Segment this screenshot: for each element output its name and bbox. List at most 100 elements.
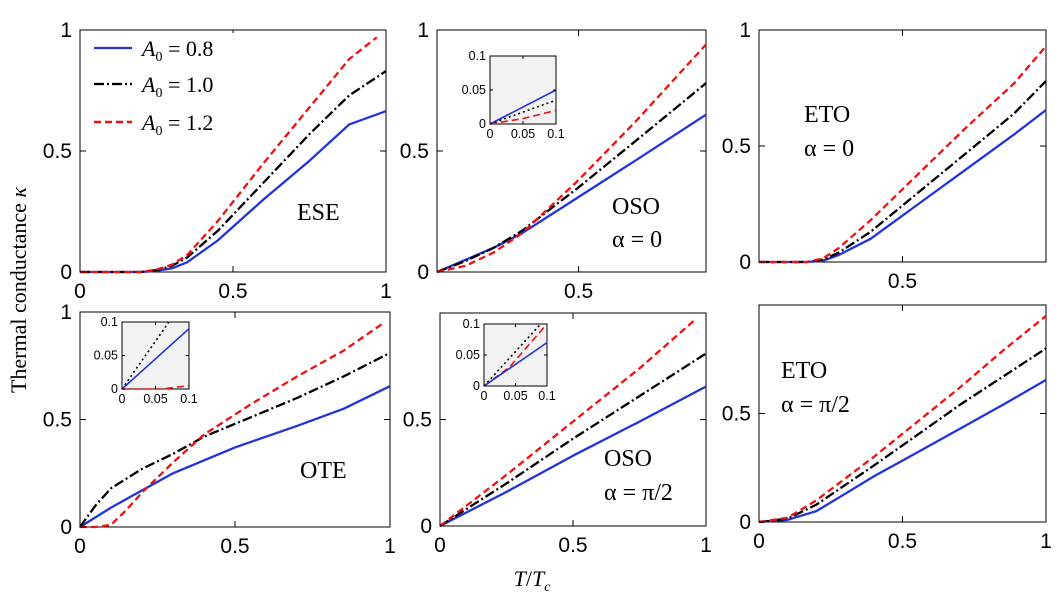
panel-oso-0-curve-black bbox=[436, 82, 707, 274]
panel-oso-pi2-inset-ytick-label: 0.1 bbox=[463, 317, 480, 331]
panel-oso-0-yticks: 00.51 bbox=[400, 19, 706, 284]
panel-oso-pi2-curve-red bbox=[439, 318, 697, 527]
panel-eto-0-ytick-label: 0 bbox=[739, 251, 751, 274]
panel-oso-pi2-inset-frame bbox=[483, 323, 548, 387]
panel-ote-inset-ytick-label: 0.1 bbox=[101, 315, 118, 329]
panel-eto-pi2-ytick-label: 0.5 bbox=[722, 403, 751, 426]
panel-eto-pi2-curves bbox=[758, 315, 1047, 524]
panel-oso-0-inset-frame bbox=[489, 55, 557, 125]
panel-eto-pi2-annotation-1: ETO bbox=[781, 358, 827, 384]
panel-eto-0-xtick-label: 0.5 bbox=[888, 270, 917, 293]
panel-oso-pi2-xtick-label: 0 bbox=[434, 534, 446, 557]
panel-oso-0-inset-ytick-label: 0 bbox=[479, 117, 486, 131]
panel-eto-pi2-xticks: 0 0.5 1 bbox=[753, 305, 1052, 553]
legend-label-3: A0 = 1.2 bbox=[140, 110, 213, 139]
panel-oso-0-ytick-label: 1 bbox=[417, 19, 429, 42]
panel-oso-pi2-annotation-2: α = π/2 bbox=[604, 480, 673, 506]
panel-ese-xtick-label: 1 bbox=[380, 280, 392, 303]
panel-eto-pi2-curve-black bbox=[758, 347, 1047, 524]
panel-ote-inset-curve-black bbox=[121, 321, 170, 390]
panel-oso-pi2-inset-ytick-label: 0.05 bbox=[456, 348, 480, 362]
panel-ese-ytick-label: 0.5 bbox=[43, 140, 72, 163]
panel-oso-pi2-inset-curve-black bbox=[483, 323, 542, 387]
panel-eto-pi2-yticks: 00.5 bbox=[722, 403, 1046, 534]
panel-oso-pi2-inset: 0 0.05 0.1 0 0.05 0.1 bbox=[456, 317, 556, 403]
panel-oso-0-inset-curve-black bbox=[489, 99, 557, 125]
panel-eto-0-yticks: 00.51 bbox=[722, 19, 1046, 274]
panel-oso-0-curves bbox=[436, 43, 707, 274]
panel-eto-pi2: 0 0.5 1 00.5 ETO α = π/2 bbox=[722, 304, 1052, 553]
panel-ote-curve-black bbox=[79, 351, 391, 528]
panel-eto-pi2-xtick-label: 0.5 bbox=[888, 530, 917, 553]
panel-oso-pi2-xtick-label: 1 bbox=[700, 534, 712, 557]
panel-oso-pi2-inset-xtick-label: 0 bbox=[481, 389, 488, 403]
panel-ote-inset-xtick-label: 0.1 bbox=[180, 392, 197, 406]
panel-eto-pi2-curve-blue bbox=[758, 378, 1047, 524]
panel-oso-0-inset-curves bbox=[489, 89, 557, 125]
panel-oso-pi2-xticks: 0 0.5 1 bbox=[434, 313, 712, 557]
panel-ese-xtick-label: 0 bbox=[74, 280, 86, 303]
panel-oso-pi2: 0 0.5 1 00.5 OSO α = π/2 0 0.05 0.1 00.050.1 bbox=[403, 312, 712, 557]
panel-ote-inset-xticks: 0 0.05 0.1 bbox=[119, 322, 198, 406]
legend-label-1: A0 = 0.8 bbox=[140, 36, 213, 65]
panel-oso-pi2-curves bbox=[439, 318, 707, 528]
panel-ote-xtick-label: 0 bbox=[74, 535, 86, 558]
panel-oso-0-xtick-label: 0.5 bbox=[564, 280, 593, 303]
panel-oso-pi2-inset-curve-blue bbox=[483, 341, 548, 387]
panel-oso-pi2-annotation-1: OSO bbox=[604, 446, 652, 472]
panel-oso-0-inset-yticks: 0 0.05 0.1 bbox=[462, 49, 556, 131]
panel-eto-0-curve-black bbox=[759, 80, 1047, 264]
panel-ese-ytick-label: 1 bbox=[60, 19, 72, 42]
panel-oso-pi2-inset-curve-red bbox=[483, 323, 548, 387]
panel-ote-xtick-label: 0.5 bbox=[220, 535, 249, 558]
panel-oso-0: 0.5 00.51 OSO α = 0 0 0.05 0.1 00.050.1 bbox=[400, 19, 707, 303]
panel-oso-0-ytick-label: 0.5 bbox=[400, 140, 429, 163]
panel-oso-pi2-curve-blue bbox=[439, 385, 707, 528]
panel-oso-0-inset-ytick-label: 0.05 bbox=[462, 83, 486, 97]
panel-oso-pi2-xtick-label: 0.5 bbox=[558, 534, 587, 557]
panel-ote-curve-red bbox=[80, 321, 385, 529]
panel-oso-0-inset-xtick-label: 0 bbox=[487, 127, 494, 141]
panel-oso-0-inset: 0 0.05 0.1 0 0.05 0.1 bbox=[462, 49, 565, 141]
panel-ote-inset-curve-red bbox=[122, 384, 190, 390]
panel-ote-inset-ytick-label: 0.05 bbox=[94, 349, 118, 363]
panel-eto-0-curves bbox=[759, 45, 1047, 264]
panel-ote-xtick-label: 1 bbox=[384, 535, 396, 558]
panel-oso-pi2-ytick-label: 0.5 bbox=[403, 409, 432, 432]
panel-ese-ytick-label: 0 bbox=[60, 261, 72, 284]
panel-eto-pi2-curve-red bbox=[758, 315, 1047, 524]
panel-ote-yticks: 00.51 bbox=[43, 301, 390, 539]
panel-eto-pi2-frame bbox=[758, 304, 1047, 523]
panel-ote-inset: 0 0.05 0.1 0 0.05 0.1 bbox=[94, 315, 198, 406]
panel-eto-pi2-ytick-label: 0 bbox=[739, 511, 751, 534]
panel-oso-0-inset-ytick-label: 0.1 bbox=[469, 49, 486, 63]
panel-ote-inset-xtick-label: 0.05 bbox=[143, 392, 167, 406]
panel-oso-pi2-inset-yticks: 0 0.05 0.1 bbox=[456, 317, 547, 393]
panel-eto-pi2-xtick-label: 0 bbox=[753, 530, 765, 553]
panel-oso-0-ytick-label: 0 bbox=[417, 261, 429, 284]
panel-eto-0-annotation-1: ETO bbox=[804, 102, 850, 128]
panel-ote-ytick-label: 0 bbox=[60, 516, 72, 539]
panel-oso-0-inset-xtick-label: 0.05 bbox=[511, 127, 535, 141]
x-axis-label: T/Tc bbox=[514, 566, 552, 595]
panel-ote-inset-curve-blue bbox=[121, 328, 190, 390]
y-axis-label: Thermal conductance κ bbox=[6, 187, 31, 393]
panel-ese-curves bbox=[80, 36, 387, 274]
panel-oso-pi2-yticks: 00.5 bbox=[403, 409, 706, 538]
panel-oso-0-annotation-2: α = 0 bbox=[612, 227, 662, 253]
panel-ote-ytick-label: 0.5 bbox=[43, 409, 72, 432]
panel-oso-pi2-inset-xtick-label: 0.1 bbox=[538, 389, 555, 403]
panel-oso-0-xticks: 0.5 bbox=[564, 30, 593, 303]
panel-ote-annotation: OTE bbox=[300, 458, 347, 484]
panel-oso-pi2-inset-curves bbox=[483, 323, 548, 387]
panel-oso-0-curve-red bbox=[436, 43, 707, 274]
panel-oso-0-inset-curve-red bbox=[489, 109, 557, 125]
panel-ese-annotation: ESE bbox=[297, 200, 340, 226]
panel-eto-0-ytick-label: 1 bbox=[739, 19, 751, 42]
panel-eto-0-xticks: 0.5 bbox=[888, 30, 917, 293]
panel-eto-0-ytick-label: 0.5 bbox=[722, 135, 751, 158]
panel-eto-0-annotation-2: α = 0 bbox=[804, 136, 854, 162]
panel-oso-0-annotation-1: OSO bbox=[612, 194, 660, 220]
panel-ese-yticks: 00.51 bbox=[43, 19, 386, 284]
